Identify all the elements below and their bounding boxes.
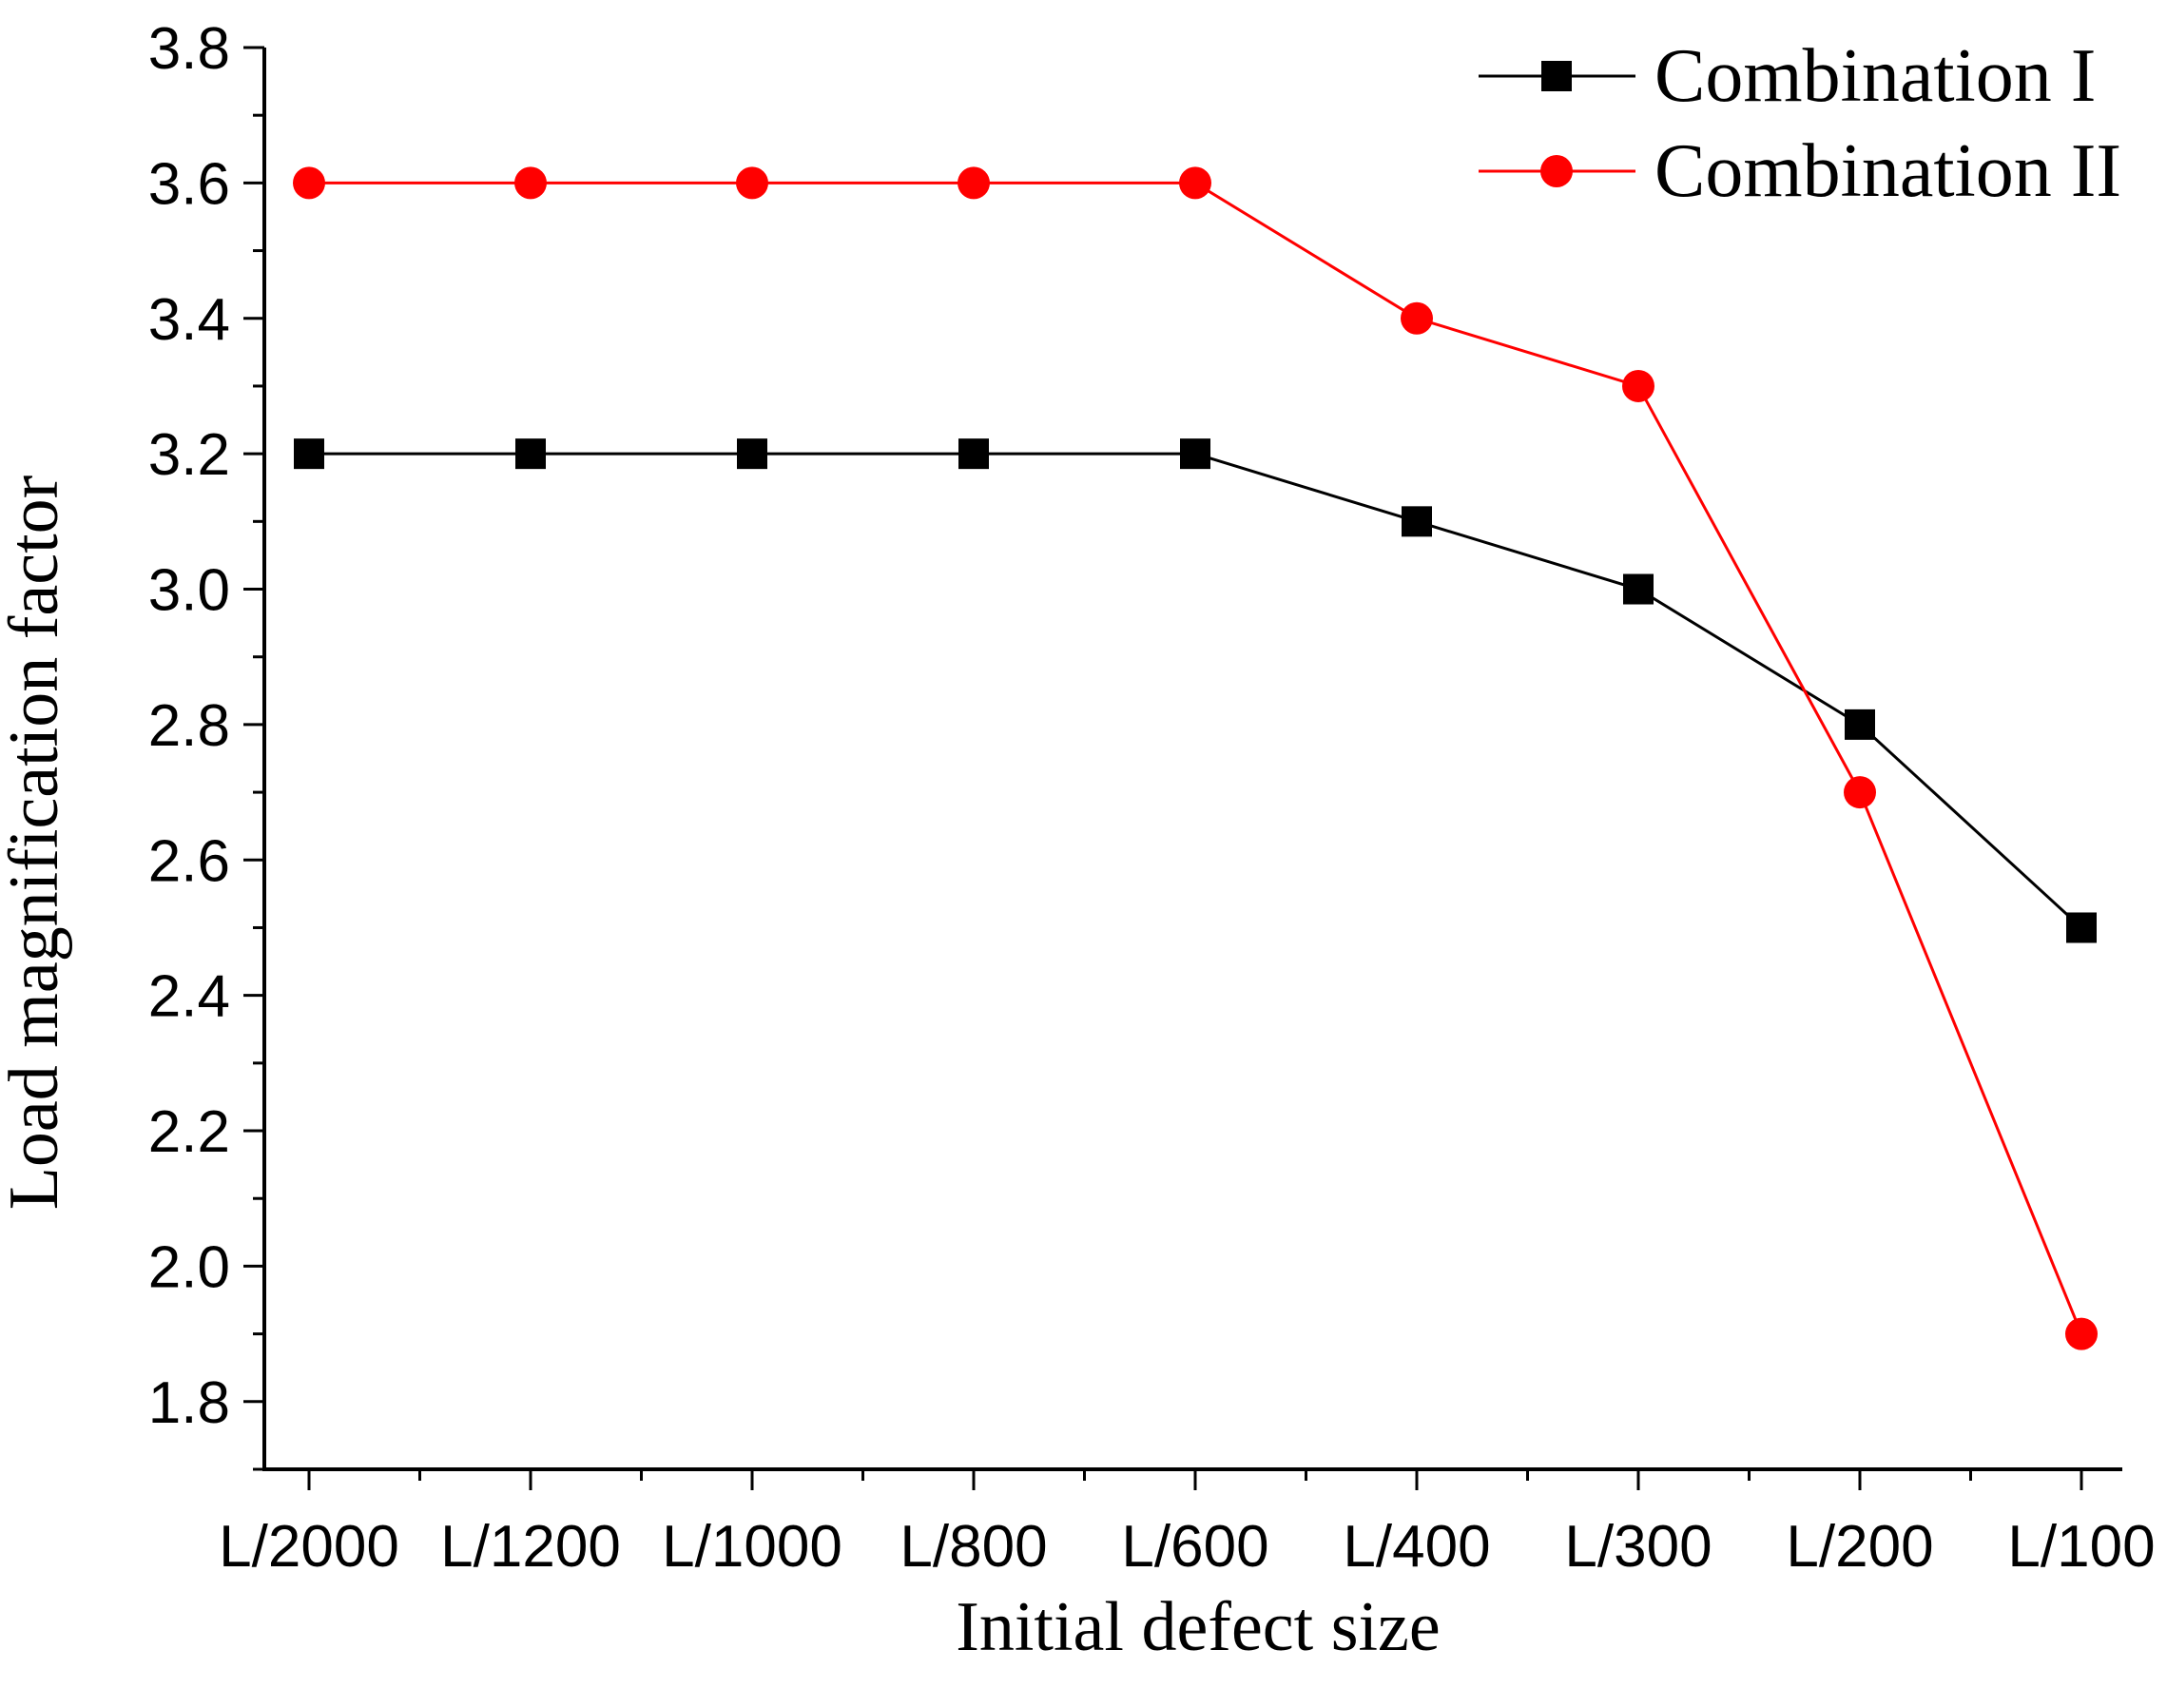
data-point-square xyxy=(1180,438,1210,470)
y-axis-title: Load magnification factor xyxy=(0,476,73,1211)
x-tick-label: L/2000 xyxy=(219,1514,399,1580)
data-point-circle xyxy=(293,166,325,200)
y-tick-label: 3.2 xyxy=(148,422,230,488)
data-point-circle xyxy=(1401,301,1433,335)
series-line xyxy=(309,452,2083,929)
y-tick-label: 3.6 xyxy=(148,151,230,217)
y-tick-label: 2.6 xyxy=(148,828,230,894)
y-axis-ticks: 1.8 2.0 2.2 2.4 2.6 2.8 3.0 3.2 3.4 3.6 3.8 xyxy=(148,16,264,1471)
data-point-square xyxy=(2066,912,2097,943)
x-tick-label: L/100 xyxy=(2007,1514,2155,1580)
data-point-square xyxy=(1623,573,1654,605)
x-tick-label: L/1200 xyxy=(440,1514,621,1580)
x-tick-label: L/300 xyxy=(1564,1514,1712,1580)
data-point-circle xyxy=(2065,1317,2098,1350)
data-point-circle xyxy=(1844,776,1876,809)
data-point-circle xyxy=(514,166,547,200)
x-axis-ticks: L/2000 L/1200 L/1000 L/800 L/600 L/400 L/300 L/… xyxy=(219,1469,2156,1580)
series-line xyxy=(309,181,2083,1335)
x-tick-label: L/200 xyxy=(1786,1514,1933,1580)
x-tick-label: L/800 xyxy=(900,1514,1047,1580)
series-layer xyxy=(293,166,2098,1350)
data-point-circle xyxy=(1179,166,1211,200)
axes xyxy=(262,48,2122,1471)
data-point-circle xyxy=(1622,369,1654,402)
series-2 xyxy=(293,166,2098,1350)
x-tick-label: L/600 xyxy=(1121,1514,1268,1580)
legend-label: Combination II xyxy=(1654,129,2121,213)
y-tick-label: 2.8 xyxy=(148,693,230,759)
y-tick-label: 3.8 xyxy=(148,16,230,82)
x-axis-title: Initial defect size xyxy=(956,1588,1441,1666)
legend-marker-square xyxy=(1541,61,1572,91)
data-point-circle xyxy=(736,166,768,200)
x-tick-label: L/1000 xyxy=(662,1514,842,1580)
data-point-circle xyxy=(958,166,990,200)
y-tick-label: 2.4 xyxy=(148,964,230,1030)
legend: Combination I Combination II xyxy=(1479,34,2121,213)
x-tick-label: L/400 xyxy=(1343,1514,1490,1580)
y-tick-label: 3.4 xyxy=(148,287,230,353)
y-tick-label: 2.0 xyxy=(148,1234,230,1300)
y-tick-label: 2.2 xyxy=(148,1099,230,1165)
data-point-square xyxy=(515,438,546,470)
y-tick-label: 1.8 xyxy=(148,1370,230,1436)
legend-label: Combination I xyxy=(1654,34,2096,118)
legend-marker-circle xyxy=(1540,155,1573,187)
data-point-square xyxy=(1402,506,1432,537)
data-point-square xyxy=(737,438,767,470)
data-point-square xyxy=(958,438,989,470)
data-point-square xyxy=(294,438,324,470)
y-tick-label: 3.0 xyxy=(148,558,230,624)
data-point-square xyxy=(1845,708,1875,740)
series-1 xyxy=(294,438,2097,943)
